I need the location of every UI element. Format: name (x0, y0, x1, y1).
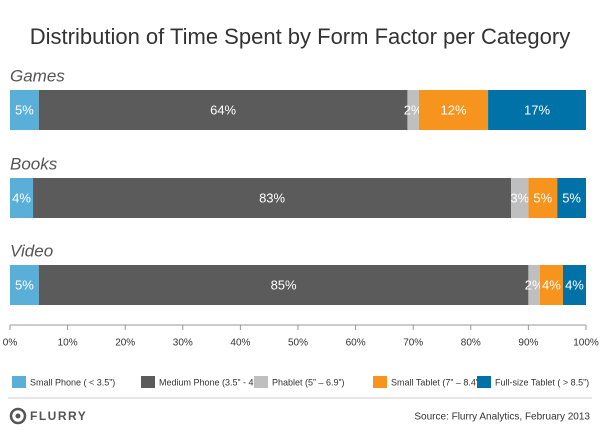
bar-segment (528, 265, 540, 305)
x-tick-label: 30% (173, 338, 193, 349)
bar-segment (557, 178, 586, 218)
data-label: 64% (210, 102, 236, 117)
x-tick-label: 70% (403, 338, 423, 349)
data-label: 17% (524, 102, 550, 117)
legend-swatch (141, 376, 155, 388)
bar-segment (488, 90, 586, 130)
legend-label: Full-size Tablet ( > 8.5”) (495, 377, 589, 387)
data-label: 4% (12, 190, 31, 205)
x-tick-label: 40% (230, 338, 250, 349)
legend-label: Small Tablet (7” – 8.4”) (391, 377, 482, 387)
x-tick-label: 10% (58, 338, 78, 349)
bar-segment (511, 178, 529, 218)
x-tick-label: 20% (115, 338, 135, 349)
legend-swatch (12, 376, 26, 388)
bar-segment (38, 265, 529, 305)
data-label: 83% (259, 190, 285, 205)
data-label: 2% (525, 277, 544, 292)
data-label: 85% (271, 277, 297, 292)
legend-label: Medium Phone (3.5” - 4.9”) (159, 377, 267, 387)
data-label: 4% (542, 277, 561, 292)
chart-title: Distribution of Time Spent by Form Facto… (30, 24, 570, 49)
data-label: 5% (15, 102, 34, 117)
category-label: Games (10, 66, 65, 85)
bar-segment (38, 90, 408, 130)
x-tick-label: 80% (461, 338, 481, 349)
bar-segment (528, 178, 558, 218)
data-label: 5% (15, 277, 34, 292)
legend-swatch (373, 376, 387, 388)
legend-swatch (254, 376, 268, 388)
logo: FLURRY (30, 409, 87, 423)
bar-segment (407, 90, 419, 130)
source: Source: Flurry Analytics, February 2013 (414, 412, 590, 423)
bar-segment (10, 178, 34, 218)
x-tick-label: 90% (518, 338, 538, 349)
category-label: Video (10, 241, 53, 260)
bar-segment (10, 265, 39, 305)
category-label: Books (10, 154, 58, 173)
x-tick-label: 60% (346, 338, 366, 349)
x-tick-label: 0% (3, 338, 18, 349)
x-tick-label: 100% (573, 338, 599, 349)
logo-icon-dot (15, 413, 21, 419)
bar-segment (33, 178, 512, 218)
data-label: 2% (404, 102, 423, 117)
x-tick-label: 50% (288, 338, 308, 349)
data-label: 4% (565, 277, 584, 292)
data-label: 3% (510, 190, 529, 205)
data-label: 5% (562, 190, 581, 205)
legend-label: Phablet (5” – 6.9”) (272, 377, 345, 387)
bar-segment (10, 90, 39, 130)
data-label: 5% (533, 190, 552, 205)
bar-segment (418, 90, 489, 130)
data-label: 12% (441, 102, 467, 117)
bar-segment (562, 265, 586, 305)
legend-label: Small Phone ( < 3.5”) (30, 377, 115, 387)
logo-icon (9, 407, 27, 425)
bar-segment (539, 265, 563, 305)
legend-swatch (477, 376, 491, 388)
